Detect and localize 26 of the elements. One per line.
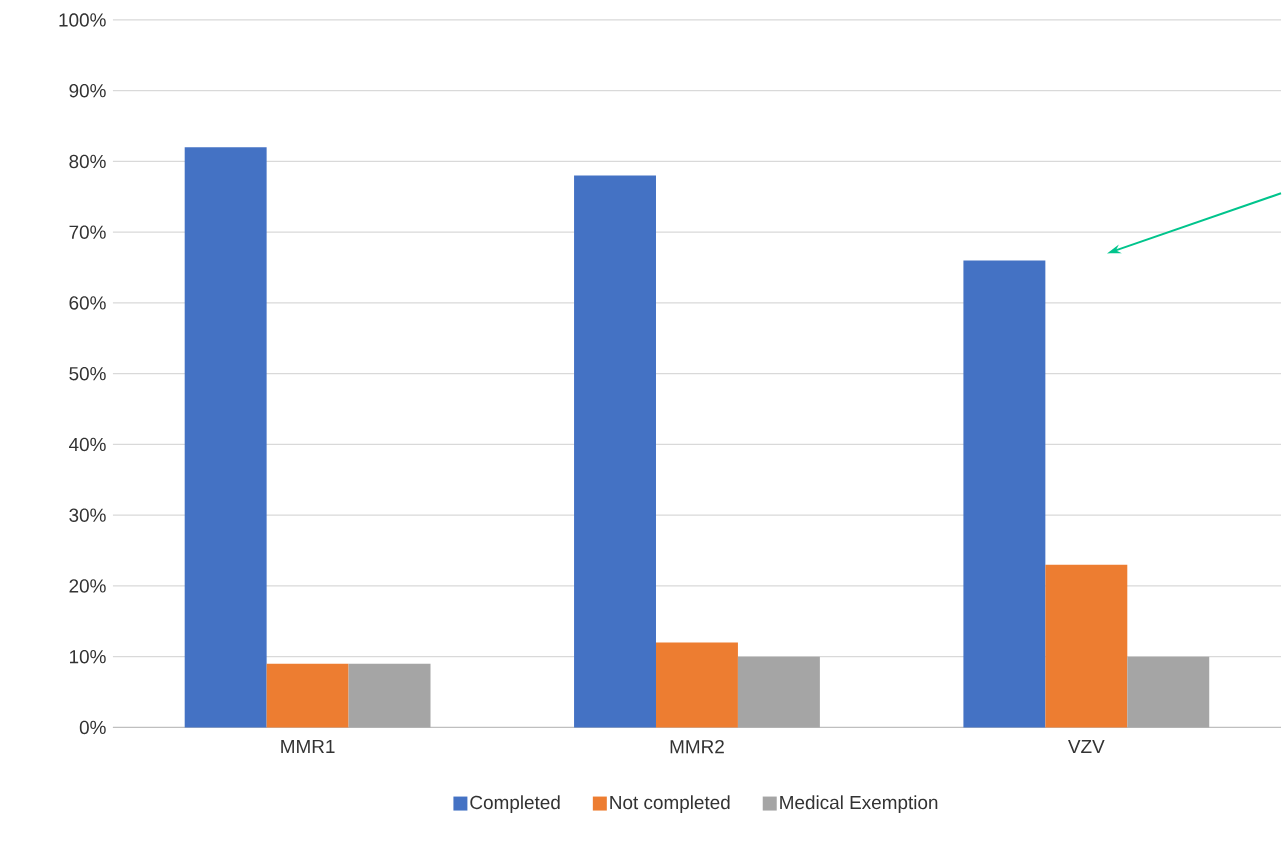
y-tick-label: 70%: [69, 225, 106, 239]
legend-label: Completed: [470, 795, 560, 813]
bar: [266, 663, 349, 728]
x-tick-label: MMR1: [281, 739, 335, 753]
y-tick-label: 20%: [69, 579, 106, 593]
y-tick-label: 10%: [70, 649, 106, 664]
y-tick-label: 60%: [69, 296, 106, 310]
bar: [184, 147, 267, 728]
bar: [963, 260, 1046, 728]
y-tick-label: 50%: [69, 366, 106, 381]
bar: [1045, 564, 1128, 728]
y-tick-label: 40%: [69, 437, 106, 451]
legend-label: Not completed: [610, 795, 730, 813]
y-tick-label: 90%: [69, 83, 106, 98]
bar: [1127, 656, 1210, 728]
y-tick-label: 30%: [69, 508, 106, 522]
bar: [574, 175, 656, 728]
legend-label: Medical Exemption: [780, 795, 938, 813]
y-tick-label: 100%: [59, 13, 106, 27]
x-tick-label: VZV: [1068, 739, 1105, 753]
bar: [737, 656, 820, 728]
y-tick-label: 0%: [79, 720, 106, 734]
y-tick-label: 80%: [69, 154, 106, 168]
x-tick-label: MMR2: [670, 739, 724, 753]
bar: [348, 663, 431, 728]
bar: [655, 642, 738, 728]
